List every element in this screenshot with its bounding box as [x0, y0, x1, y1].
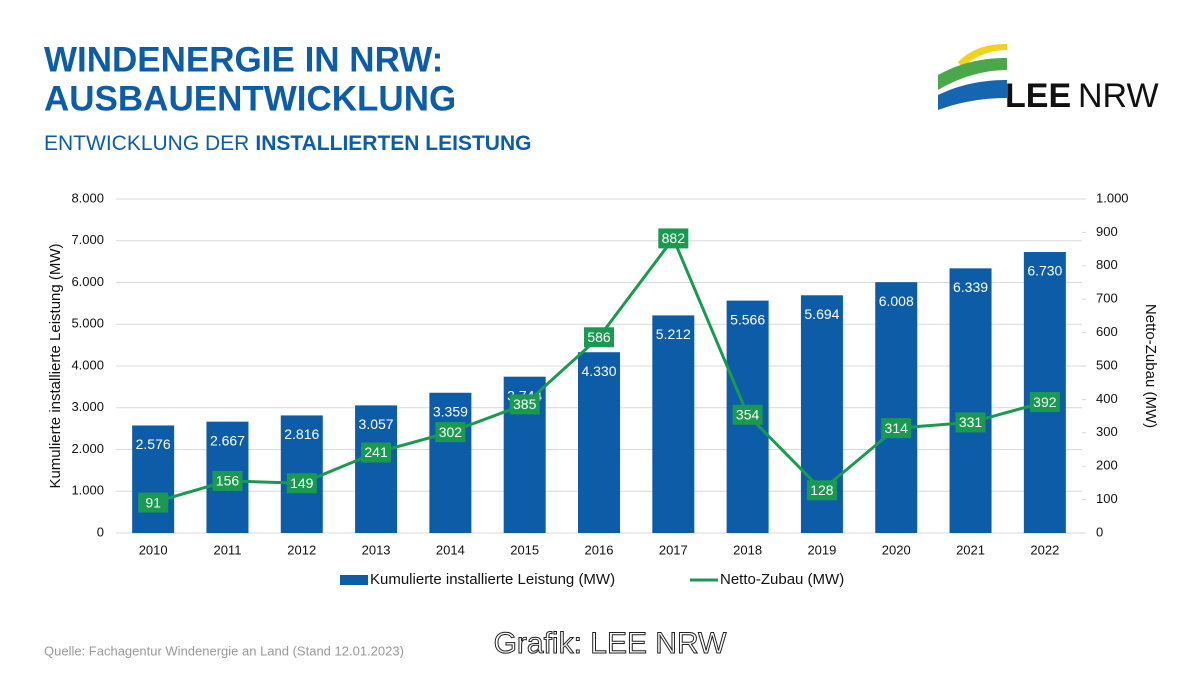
bar-value-label: 3.359: [433, 403, 468, 419]
subtitle-part: INSTALLIERTEN LEISTUNG: [255, 132, 531, 155]
bar: [949, 268, 992, 533]
y-tick-label: 2.000: [71, 441, 104, 456]
x-tick-label: 2011: [213, 542, 241, 557]
bar-value-label: 3.057: [359, 416, 394, 432]
line-value-label: 882: [662, 230, 686, 246]
line-label-box: [212, 470, 243, 491]
line-label-box: [881, 418, 912, 439]
line-value-label: 128: [810, 482, 834, 498]
line-value-label: 354: [736, 406, 760, 422]
logo-swoosh: [938, 58, 1007, 90]
x-tick-label: 2016: [585, 542, 614, 557]
legend-swatch: [340, 575, 368, 585]
subtitle-part: ENTWICKLUNG DER: [44, 132, 249, 155]
line-value-label: 385: [513, 396, 537, 412]
line-value-label: 392: [1033, 394, 1057, 410]
line-value-label: 314: [885, 420, 909, 436]
y2-tick-label: 500: [1096, 357, 1118, 372]
line-label-box: [955, 412, 986, 433]
line-value-label: 241: [364, 444, 388, 460]
x-tick-label: 2012: [287, 542, 316, 557]
line-label-box: [658, 228, 689, 249]
y2-tick-label: 800: [1096, 257, 1118, 272]
line-value-label: 149: [290, 475, 314, 491]
x-tick-label: 2013: [362, 542, 391, 557]
legend-label: Kumulierte installierte Leistung (MW): [370, 571, 615, 588]
y2-tick-label: 100: [1096, 491, 1118, 506]
logo: LEE NRW: [938, 44, 1159, 115]
legend-label: Netto-Zubau (MW): [720, 571, 844, 588]
y-tick-label: 6.000: [71, 274, 104, 289]
y2-tick-label: 600: [1096, 324, 1118, 339]
y2-tick-label: 700: [1096, 291, 1118, 306]
y2-tick-label: 900: [1096, 224, 1118, 239]
line-value-label: 156: [216, 473, 240, 489]
x-tick-label: 2021: [956, 542, 985, 557]
line-label-box: [584, 327, 614, 348]
line-label-box: [138, 492, 169, 513]
subtitle: ENTWICKLUNG DER INSTALLIERTEN LEISTUNG: [44, 132, 531, 155]
line-value-label: 91: [145, 494, 161, 510]
logo-text: LEE: [1005, 77, 1071, 115]
bar-value-label: 6.008: [879, 293, 914, 309]
line-value-label: 302: [439, 424, 463, 440]
line-label-box: [509, 394, 540, 415]
bar: [132, 425, 175, 533]
line-value-label: 331: [959, 414, 983, 430]
y2-tick-label: 300: [1096, 424, 1118, 439]
bar: [429, 392, 472, 533]
x-tick-label: 2017: [659, 542, 688, 557]
line-value-label: 586: [587, 329, 611, 345]
line-label-box: [806, 480, 837, 501]
line-label-box: [1029, 392, 1060, 413]
credit: Grafik: LEE NRW: [494, 627, 728, 660]
title-line: WINDENERGIE IN NRW:: [44, 40, 443, 79]
y2-axis-label: Netto-Zubau (MW): [1142, 304, 1159, 428]
bar-value-label: 5.212: [656, 326, 691, 342]
y-tick-label: 7.000: [71, 232, 104, 247]
title-line: AUSBAUENTWICKLUNG: [44, 79, 456, 118]
logo-swoosh: [958, 44, 1007, 68]
x-tick-label: 2015: [510, 542, 539, 557]
bar-value-label: 4.330: [581, 363, 616, 379]
y-tick-label: 0: [97, 524, 104, 539]
bar-value-label: 2.667: [210, 432, 245, 448]
logo-swoosh: [938, 80, 1007, 110]
bar-value-label: 5.566: [730, 311, 765, 327]
y2-tick-label: 1.000: [1096, 190, 1129, 205]
bar-value-label: 5.694: [804, 306, 839, 322]
bar-value-label: 6.339: [953, 279, 988, 295]
x-tick-label: 2022: [1030, 542, 1059, 557]
y-tick-label: 1.000: [71, 483, 104, 498]
x-tick-label: 2019: [807, 542, 836, 557]
x-tick-label: 2014: [436, 542, 465, 557]
y-axis-label: Kumulierte installierte Leistung (MW): [47, 243, 64, 488]
y-tick-label: 8.000: [71, 190, 104, 205]
y-tick-label: 3.000: [71, 399, 104, 414]
x-tick-label: 2020: [882, 542, 911, 557]
y-tick-label: 5.000: [71, 316, 104, 331]
bar-value-label: 2.576: [136, 436, 171, 452]
bar: [355, 405, 398, 533]
line-label-box: [732, 404, 763, 425]
line-label-box: [435, 422, 466, 443]
x-tick-label: 2018: [733, 542, 762, 557]
bar: [652, 315, 695, 533]
y2-tick-label: 200: [1096, 458, 1118, 473]
bar-value-label: 2.816: [284, 426, 319, 442]
bar-value-label: 6.730: [1027, 263, 1062, 279]
logo-text: NRW: [1078, 77, 1159, 115]
y2-tick-label: 0: [1096, 524, 1103, 539]
y-tick-label: 4.000: [71, 357, 104, 372]
bar: [578, 352, 620, 533]
line-label-box: [286, 473, 317, 494]
y2-tick-label: 400: [1096, 391, 1118, 406]
x-tick-label: 2010: [139, 542, 168, 557]
source: Quelle: Fachagentur Windenergie an Land …: [44, 643, 404, 658]
bar: [875, 282, 918, 533]
line-label-box: [361, 442, 392, 463]
